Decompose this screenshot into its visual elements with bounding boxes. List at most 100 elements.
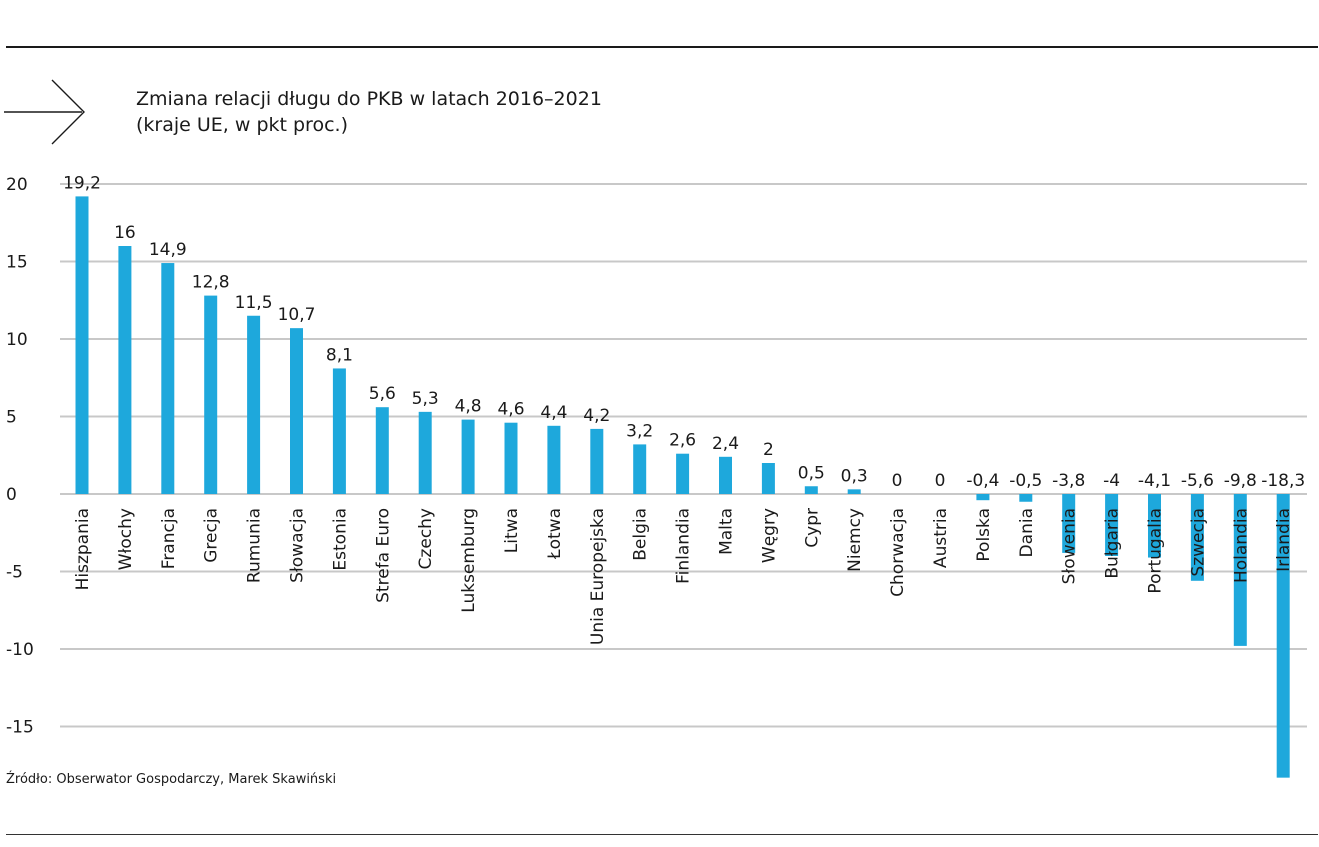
data-label: 5,3 (412, 389, 439, 409)
data-label: -0,4 (966, 471, 999, 491)
data-label: -18,3 (1261, 471, 1305, 491)
bar (761, 463, 775, 494)
bar (1190, 494, 1204, 581)
y-tick-label: -10 (6, 640, 34, 660)
data-label: 0,5 (798, 463, 825, 483)
category-label: Cypr (802, 508, 822, 548)
data-label: 14,9 (149, 240, 187, 260)
data-label: 8,1 (326, 345, 353, 365)
y-tick-label: -15 (6, 718, 34, 738)
category-label: Dania (1017, 508, 1037, 557)
bar (75, 196, 89, 494)
category-label: Słowacja (288, 508, 308, 583)
data-label: -9,8 (1224, 471, 1257, 491)
category-label: Unia Europejska (588, 508, 608, 645)
bar (590, 428, 604, 494)
category-label: Grecja (202, 508, 222, 563)
data-label: -0,5 (1009, 471, 1042, 491)
y-tick-label: 0 (6, 485, 17, 505)
y-tick-label: 20 (6, 175, 28, 195)
data-label: 0,3 (841, 466, 868, 486)
bar (1019, 494, 1033, 502)
category-label: Czechy (416, 508, 436, 569)
chart-subtitle: (kraje UE, w pkt proc.) (136, 114, 348, 136)
bar (633, 444, 647, 494)
bar (1105, 494, 1119, 556)
data-label: 0 (892, 471, 903, 491)
category-label: Litwa (502, 508, 522, 553)
data-label: 2 (763, 440, 774, 460)
data-label: 16 (114, 223, 136, 243)
data-label: 4,8 (455, 397, 482, 417)
bar (332, 368, 346, 494)
data-label: 19,2 (63, 173, 101, 193)
bar (804, 486, 818, 494)
category-label: Luksemburg (459, 508, 479, 613)
category-label: Strefa Euro (373, 508, 393, 603)
bottom-rule (6, 834, 1318, 835)
category-label: Malta (717, 508, 737, 555)
data-label: 10,7 (278, 305, 316, 325)
source-note: Źródło: Obserwator Gospodarczy, Marek Sk… (6, 772, 337, 787)
data-label: -5,6 (1181, 471, 1214, 491)
bar (418, 411, 432, 494)
bar (1062, 494, 1076, 553)
data-label: 2,6 (669, 431, 696, 451)
bar (676, 453, 690, 494)
category-label: Irlandia (1274, 508, 1294, 572)
bar (204, 295, 218, 494)
category-label: Holandia (1231, 508, 1251, 583)
bar (976, 494, 990, 501)
bar (461, 419, 475, 494)
data-label: -4,1 (1138, 471, 1171, 491)
category-label: Węgry (759, 508, 779, 563)
bar (375, 407, 389, 494)
data-label: 4,4 (540, 403, 567, 423)
y-tick-label: 15 (6, 253, 28, 273)
category-label: Szwecja (1188, 508, 1208, 577)
arrow-icon (4, 79, 85, 145)
category-label: Polska (974, 508, 994, 562)
bar (118, 246, 132, 494)
y-tick-label: -5 (6, 563, 23, 583)
category-label: Rumunia (245, 508, 265, 583)
bar (290, 328, 303, 494)
data-label: 4,6 (497, 400, 524, 420)
bar (719, 456, 732, 494)
data-label: 4,2 (583, 406, 610, 426)
bar (1148, 494, 1161, 558)
category-label: Estonia (330, 508, 350, 571)
data-label: 2,4 (712, 434, 739, 454)
data-label: 5,6 (369, 384, 396, 404)
bar (847, 489, 861, 494)
bar (504, 422, 518, 494)
category-label: Włochy (116, 508, 136, 570)
category-label: Chorwacja (888, 508, 908, 597)
bar (161, 263, 175, 494)
category-label: Finlandia (674, 508, 694, 584)
y-tick-label: 10 (6, 330, 28, 350)
category-label: Hiszpania (73, 508, 93, 590)
y-tick-label: 5 (6, 408, 17, 428)
bar (247, 315, 261, 494)
top-rule (6, 46, 1318, 48)
category-label: Francja (159, 508, 179, 569)
data-label: 11,5 (235, 293, 273, 313)
data-label: 12,8 (192, 273, 230, 293)
category-label: Łotwa (545, 508, 565, 560)
bar (547, 425, 561, 494)
category-label: Portugalia (1146, 508, 1166, 594)
bar (1276, 494, 1290, 778)
data-label: 3,2 (626, 421, 653, 441)
chart-title: Zmiana relacji długu do PKB w latach 201… (136, 86, 602, 138)
chart-title-line1: Zmiana relacji długu do PKB w latach 201… (136, 88, 602, 110)
category-label: Belgia (631, 508, 651, 561)
category-label: Austria (931, 508, 951, 568)
category-label: Niemcy (845, 508, 865, 572)
data-label: -3,8 (1052, 471, 1085, 491)
data-label: -4 (1103, 471, 1120, 491)
category-label: Bułgaria (1103, 508, 1123, 579)
data-label: 0 (935, 471, 946, 491)
bar (1233, 494, 1247, 646)
